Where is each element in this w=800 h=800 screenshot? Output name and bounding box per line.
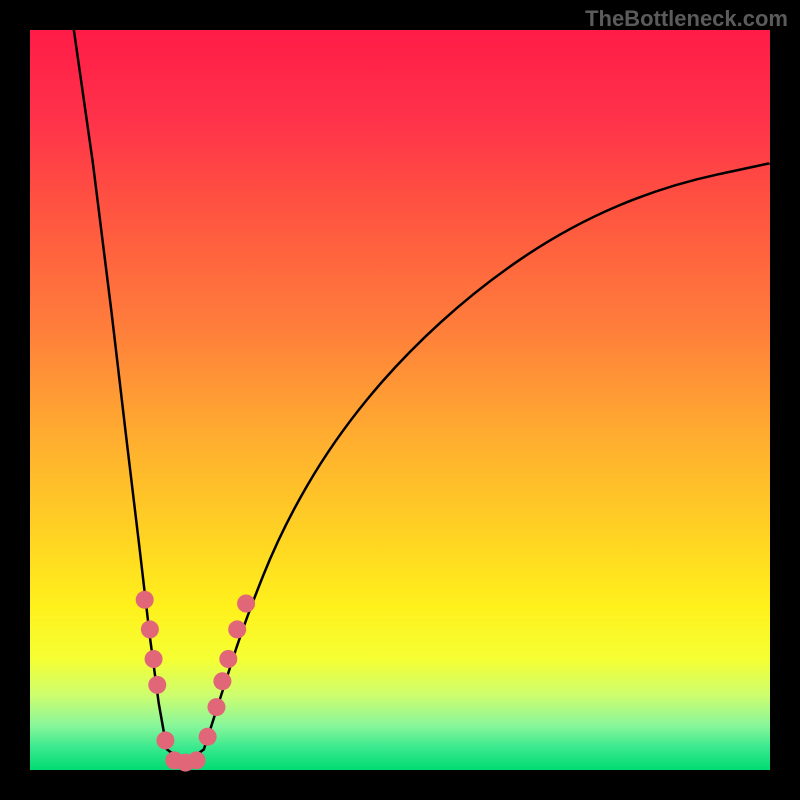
watermark-text: TheBottleneck.com (585, 6, 788, 32)
data-marker (145, 650, 163, 668)
data-marker (136, 591, 154, 609)
data-marker (237, 595, 255, 613)
chart-svg (0, 0, 800, 800)
data-marker (213, 672, 231, 690)
data-marker (199, 728, 217, 746)
chart-frame: TheBottleneck.com (0, 0, 800, 800)
data-marker (219, 650, 237, 668)
data-marker (228, 620, 246, 638)
data-marker (141, 620, 159, 638)
gradient-background (30, 30, 770, 770)
data-marker (188, 751, 206, 769)
data-marker (148, 676, 166, 694)
data-marker (156, 731, 174, 749)
data-marker (207, 698, 225, 716)
